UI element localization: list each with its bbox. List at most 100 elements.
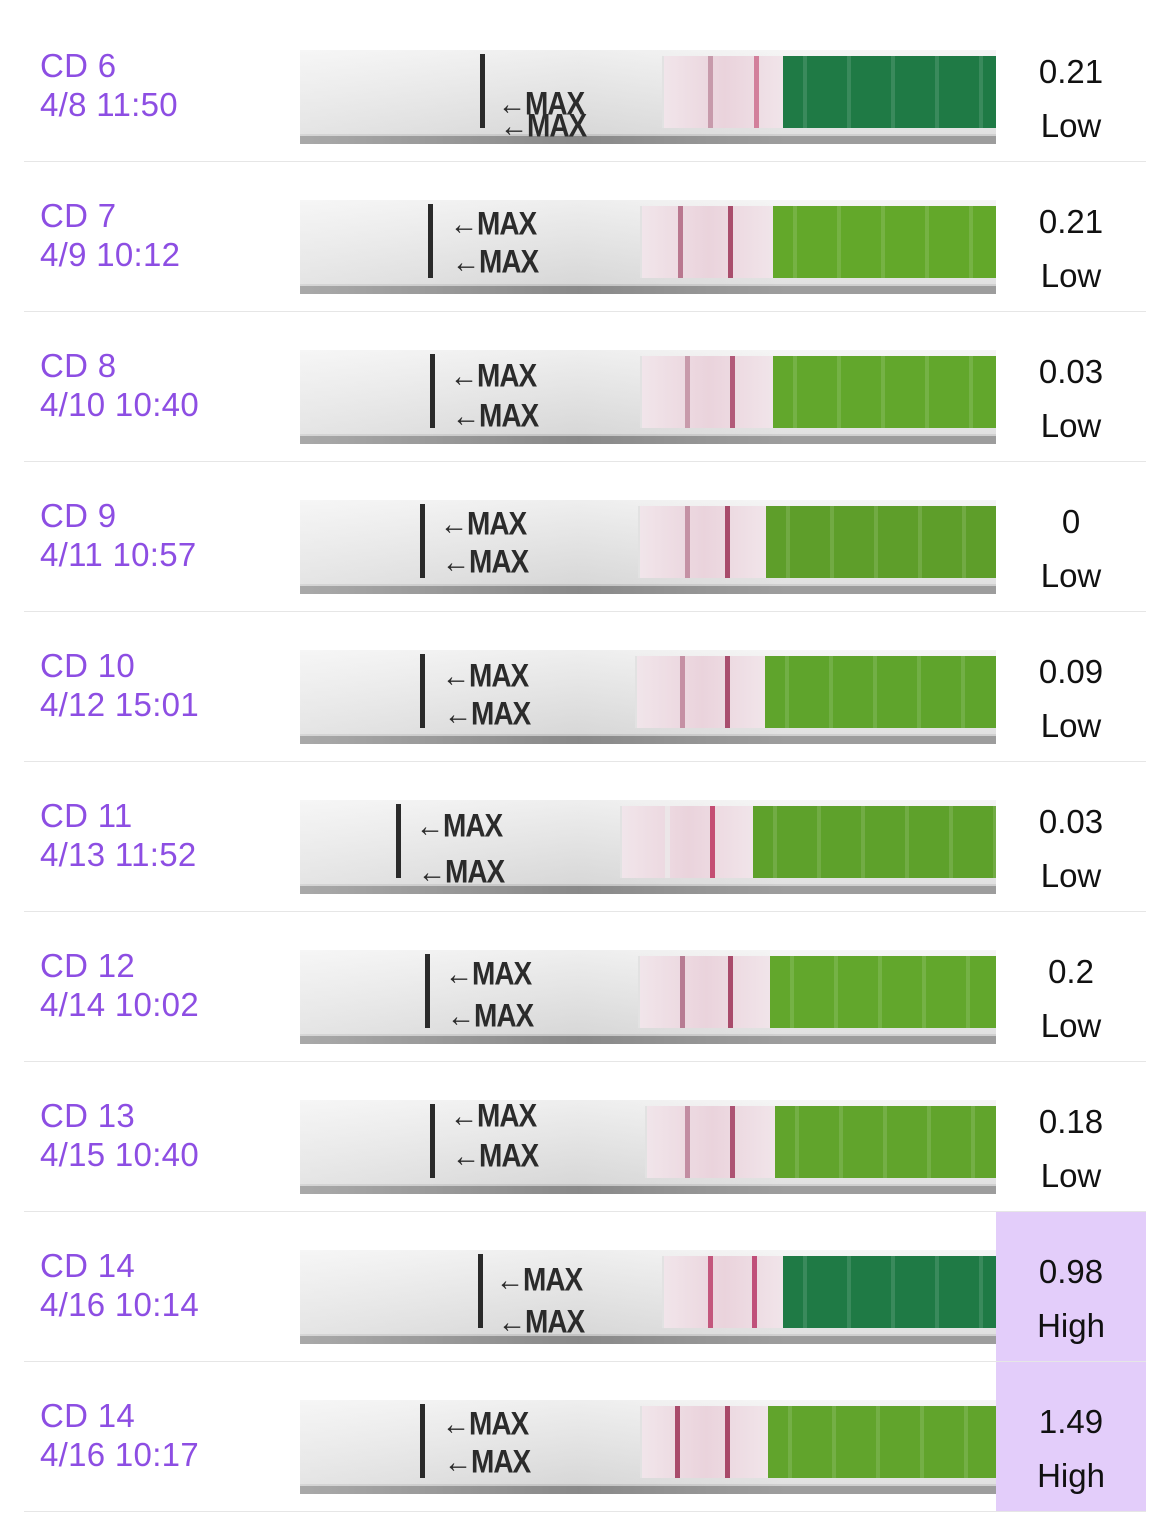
test-line [725, 656, 730, 728]
entry-label: CD 7 4/9 10:12 [40, 196, 180, 274]
lh-level: Low [1040, 557, 1102, 594]
row-divider [24, 1061, 1146, 1062]
list-item[interactable]: CD 6 4/8 11:50 ←MAX ←MAX 0.21 Low [0, 12, 1170, 162]
list-item[interactable]: CD 8 4/10 10:40 ←MAX ←MAX 0.03 Low [0, 312, 1170, 462]
test-datetime: 4/12 15:01 [40, 686, 199, 723]
absorbent-wick [768, 1406, 996, 1478]
cycle-day: CD 13 [40, 1097, 136, 1134]
max-marker-text: ←MAX [416, 807, 503, 844]
wick-pattern [773, 356, 996, 428]
lh-level: Low [1040, 1007, 1102, 1044]
control-line [675, 1406, 680, 1478]
list-item[interactable]: CD 9 4/11 10:57 ←MAX ←MAX 0 Low [0, 462, 1170, 612]
entry-label: CD 14 4/16 10:17 [40, 1396, 199, 1474]
lh-reading: 0 Low [996, 462, 1146, 612]
absorbent-wick [770, 956, 996, 1028]
test-datetime: 4/14 10:02 [40, 986, 199, 1023]
lh-level: Low [1040, 257, 1102, 294]
row-divider [24, 311, 1146, 312]
absorbent-wick [783, 56, 996, 128]
control-line [680, 656, 685, 728]
test-strip-image[interactable]: ←MAX ←MAX [300, 200, 996, 294]
result-window [640, 206, 775, 278]
list-item[interactable]: CD 12 4/14 10:02 ←MAX ←MAX 0.2 Low [0, 912, 1170, 1062]
max-marker-text: ←MAX [450, 205, 537, 242]
row-divider [24, 1211, 1146, 1212]
cycle-day: CD 12 [40, 947, 136, 984]
test-strip-image[interactable]: ←MAX ←MAX [300, 1100, 996, 1194]
test-line [730, 356, 735, 428]
lh-value: 0.2 [1048, 953, 1094, 990]
list-item[interactable]: CD 13 4/15 10:40 ←MAX ←MAX 0.18 Low [0, 1062, 1170, 1212]
test-datetime: 4/16 10:17 [40, 1436, 199, 1473]
lh-reading: 0.21 Low [996, 12, 1146, 162]
max-marker-text: ←MAX [442, 543, 529, 580]
test-strip-image[interactable]: ←MAX ←MAX [300, 800, 996, 894]
absorbent-wick [766, 506, 996, 578]
result-window [640, 1406, 770, 1478]
lh-level: Low [1040, 857, 1102, 894]
entry-label: CD 12 4/14 10:02 [40, 946, 199, 1024]
max-marker-text: ←MAX [496, 1261, 583, 1298]
row-divider [24, 611, 1146, 612]
cycle-day: CD 9 [40, 497, 117, 534]
result-window [638, 956, 772, 1028]
row-divider [24, 761, 1146, 762]
control-line [685, 506, 690, 578]
lh-value: 0.21 [1038, 203, 1104, 240]
max-marker-text: ←MAX [452, 397, 539, 434]
test-strip-image[interactable]: ←MAX ←MAX [300, 350, 996, 444]
max-line [430, 1104, 435, 1178]
result-window [662, 56, 785, 128]
lh-reading: 0.21 Low [996, 162, 1146, 312]
cycle-day: CD 11 [40, 797, 133, 834]
max-marker-text: ←MAX [450, 357, 537, 394]
lh-level: Low [1040, 1157, 1102, 1194]
test-strip-image[interactable]: ←MAX ←MAX [300, 1400, 996, 1494]
control-line [680, 956, 685, 1028]
lh-reading: 0.18 Low [996, 1062, 1146, 1212]
result-window [662, 1256, 785, 1328]
wick-pattern [773, 206, 996, 278]
test-datetime: 4/9 10:12 [40, 236, 181, 273]
list-item[interactable]: CD 11 4/13 11:52 ←MAX ←MAX 0.03 Low [0, 762, 1170, 912]
entry-label: CD 10 4/12 15:01 [40, 646, 199, 724]
wick-pattern [765, 656, 996, 728]
list-item[interactable]: CD 14 4/16 10:17 ←MAX ←MAX 1.49 High [0, 1362, 1170, 1512]
max-marker-text: ←MAX [500, 107, 587, 144]
test-datetime: 4/16 10:14 [40, 1286, 199, 1323]
lh-value: 0.03 [1038, 353, 1104, 390]
test-datetime: 4/11 10:57 [40, 536, 197, 573]
test-strip-image[interactable]: ←MAX ←MAX [300, 650, 996, 744]
test-strip-image[interactable]: ←MAX ←MAX [300, 950, 996, 1044]
test-strip-image[interactable]: ←MAX ←MAX [300, 50, 996, 144]
max-line [478, 1254, 483, 1328]
list-item[interactable]: CD 10 4/12 15:01 ←MAX ←MAX 0.09 Low [0, 612, 1170, 762]
max-marker-text: ←MAX [498, 1303, 585, 1340]
control-line [708, 56, 713, 128]
absorbent-wick [753, 806, 996, 878]
max-marker-text: ←MAX [440, 505, 527, 542]
list-item[interactable]: CD 14 4/16 10:14 ←MAX ←MAX 0.98 High [0, 1212, 1170, 1362]
wick-pattern [775, 1106, 996, 1178]
lh-value: 0 [1061, 503, 1081, 540]
result-window [645, 1106, 777, 1178]
max-marker-text: ←MAX [442, 657, 529, 694]
test-strip-image[interactable]: ←MAX ←MAX [300, 1250, 996, 1344]
control-line [665, 806, 670, 878]
test-line [728, 206, 733, 278]
test-datetime: 4/13 11:52 [40, 836, 197, 873]
cycle-day: CD 14 [40, 1247, 136, 1284]
control-line [685, 356, 690, 428]
result-window [640, 356, 775, 428]
max-line [420, 1404, 425, 1478]
lh-level: Low [1040, 707, 1102, 744]
list-item[interactable]: CD 7 4/9 10:12 ←MAX ←MAX 0.21 Low [0, 162, 1170, 312]
max-marker-text: ←MAX [444, 1443, 531, 1480]
entry-label: CD 8 4/10 10:40 [40, 346, 199, 424]
max-marker-text: ←MAX [445, 955, 532, 992]
test-strip-image[interactable]: ←MAX ←MAX [300, 500, 996, 594]
lh-level: Low [1040, 107, 1102, 144]
result-window [620, 806, 755, 878]
lh-level: Low [1040, 407, 1102, 444]
